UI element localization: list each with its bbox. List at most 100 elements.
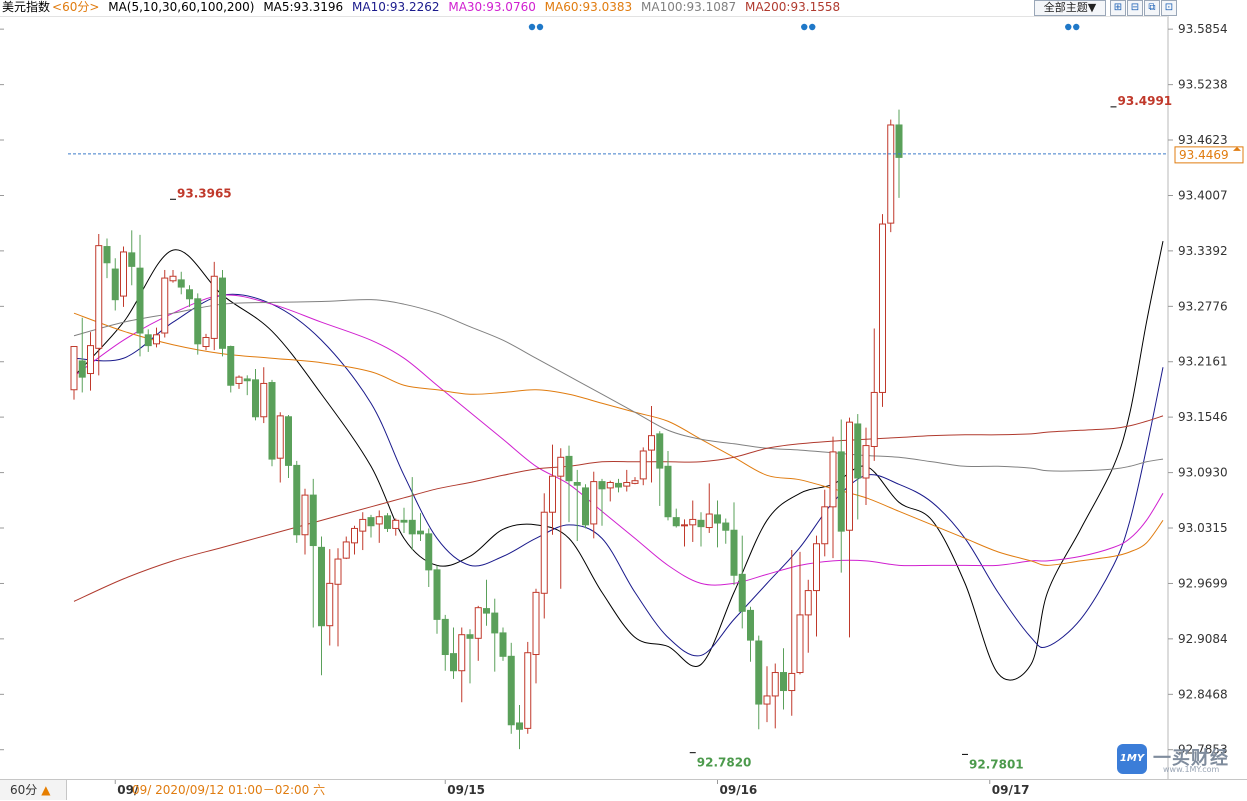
period-tab[interactable]: 60分 ▲ (0, 780, 67, 800)
candle[interactable] (590, 471, 598, 539)
candle[interactable] (450, 627, 457, 679)
candle[interactable] (656, 431, 664, 506)
candle[interactable] (837, 419, 845, 573)
candle[interactable] (623, 469, 631, 492)
candle[interactable] (887, 119, 895, 233)
candle[interactable] (664, 450, 672, 521)
candle[interactable] (862, 427, 870, 506)
candle[interactable] (70, 346, 78, 400)
candle[interactable] (458, 627, 466, 703)
candle[interactable] (433, 565, 441, 634)
layout-grid-icon[interactable]: ⊞ (1110, 0, 1126, 16)
candle[interactable] (235, 375, 243, 389)
candle[interactable] (194, 293, 202, 355)
candle[interactable] (334, 548, 342, 647)
candle[interactable] (606, 480, 614, 502)
candle[interactable] (813, 535, 820, 637)
candle[interactable] (499, 627, 507, 661)
legend-ma-params[interactable]: MA(5,10,30,60,100,200) (108, 0, 255, 14)
candle[interactable] (144, 329, 152, 352)
candle[interactable] (202, 333, 210, 351)
candle[interactable] (565, 445, 573, 523)
candle[interactable] (285, 414, 292, 479)
candle[interactable] (177, 271, 185, 295)
candle[interactable] (821, 489, 829, 557)
candle[interactable] (103, 238, 111, 279)
candle[interactable] (351, 525, 358, 555)
candle[interactable] (516, 704, 523, 750)
candle[interactable] (78, 317, 86, 393)
candle[interactable] (120, 246, 127, 307)
candle[interactable] (615, 478, 622, 493)
candle[interactable] (210, 261, 218, 351)
event-marker-icon[interactable] (801, 23, 816, 31)
candle[interactable] (738, 535, 746, 629)
candle[interactable] (697, 512, 705, 547)
candle[interactable] (309, 478, 317, 628)
candle[interactable] (252, 369, 259, 421)
candle[interactable] (730, 502, 738, 586)
candle[interactable] (557, 448, 565, 589)
candle[interactable] (392, 518, 400, 536)
candle[interactable] (161, 269, 169, 338)
candle[interactable] (367, 514, 375, 538)
candle[interactable] (301, 488, 309, 555)
candle[interactable] (425, 528, 433, 587)
candle[interactable] (243, 375, 251, 396)
candle[interactable] (689, 500, 697, 542)
candle[interactable] (408, 477, 416, 551)
event-marker-icon[interactable] (528, 23, 544, 31)
candle[interactable] (417, 513, 424, 542)
candle[interactable] (524, 641, 532, 734)
candle[interactable] (714, 500, 721, 548)
candle[interactable] (483, 579, 490, 626)
candle[interactable] (780, 648, 787, 710)
candle[interactable] (672, 508, 680, 528)
candle[interactable] (293, 460, 301, 543)
theme-dropdown-button[interactable]: 全部主题▼ (1034, 0, 1106, 16)
candle[interactable] (796, 551, 804, 675)
candle[interactable] (318, 536, 325, 676)
candle[interactable] (136, 234, 144, 357)
candle[interactable] (260, 367, 268, 424)
candle[interactable] (598, 478, 606, 526)
candle[interactable] (507, 642, 515, 734)
candle[interactable] (846, 417, 853, 638)
candle[interactable] (441, 614, 449, 671)
candle[interactable] (648, 405, 655, 483)
candle[interactable] (573, 469, 581, 542)
candle[interactable] (582, 484, 589, 529)
legend-period[interactable]: <60分> (52, 0, 100, 14)
settings-icon[interactable]: ⊡ (1161, 0, 1177, 16)
export-icon[interactable]: ⧉ (1144, 0, 1160, 16)
candle[interactable] (549, 444, 556, 535)
candle[interactable] (375, 510, 383, 543)
candle[interactable] (681, 519, 688, 547)
candle[interactable] (747, 606, 754, 662)
candle[interactable] (276, 412, 284, 483)
candle[interactable] (474, 605, 482, 661)
candle[interactable] (342, 536, 350, 560)
candle[interactable] (639, 447, 647, 486)
candle[interactable] (540, 493, 548, 619)
event-marker-icon[interactable] (1065, 23, 1080, 31)
candle[interactable] (219, 269, 226, 357)
candle[interactable] (804, 579, 812, 653)
candle[interactable] (169, 269, 177, 283)
candle[interactable] (854, 414, 862, 520)
candle[interactable] (870, 328, 878, 461)
candles[interactable] (70, 109, 903, 750)
candle[interactable] (879, 214, 886, 407)
candle[interactable] (111, 258, 119, 311)
candle[interactable] (763, 666, 771, 723)
candle[interactable] (788, 550, 796, 716)
candle[interactable] (829, 436, 837, 559)
candle[interactable] (755, 635, 763, 730)
candle[interactable] (95, 233, 103, 376)
candle[interactable] (384, 513, 391, 533)
candle[interactable] (268, 379, 276, 467)
candle[interactable] (491, 598, 499, 672)
candle[interactable] (326, 549, 334, 646)
candle[interactable] (359, 512, 367, 551)
